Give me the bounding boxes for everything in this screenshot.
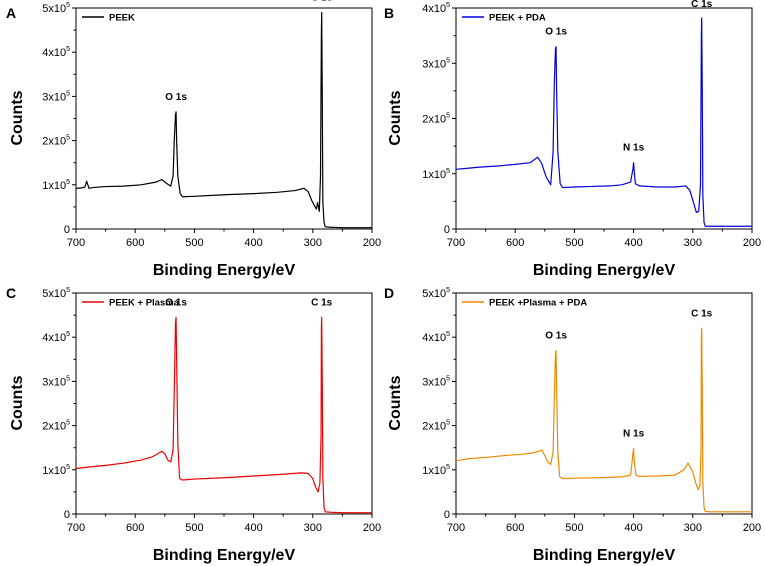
x-tick-label: 300 [684, 237, 702, 249]
chart-panel-a: A 700 600 500 400 300 200 0 1x105 2x105 3x105 4x105… [6, 0, 381, 279]
x-tick-label: 500 [185, 237, 203, 249]
y-tick-label: 2x105 [422, 420, 450, 433]
chart-panel-c: C 700 600 500 400 300 200 0 1x105 2x105 3x105 4x105… [6, 285, 381, 564]
x-tick-label: 700 [447, 237, 465, 249]
y-tick-label: 2x105 [42, 135, 70, 148]
panel-letter: C [6, 285, 16, 301]
legend-label: PEEK +Plasma + PDA [489, 298, 587, 309]
x-tick-label: 600 [126, 237, 144, 249]
x-tick-label: 400 [244, 522, 262, 534]
y-tick-label: 3x105 [42, 90, 70, 103]
y-axis-title: Counts [387, 375, 404, 430]
x-axis-title: Binding Energy/eV [153, 262, 296, 279]
x-axis-title: Binding Energy/eV [533, 547, 676, 564]
legend-label: PEEK + Plasma [109, 298, 180, 309]
legend-label: PEEK [109, 13, 135, 24]
spectrum-line [76, 316, 372, 514]
x-tick-label: 200 [743, 237, 761, 249]
peak-label: O 1s [545, 330, 567, 341]
y-tick-label: 5x105 [42, 2, 70, 15]
y-axis-title: Counts [9, 375, 26, 430]
plot-frame [75, 292, 373, 515]
peak-label: O 1s [545, 27, 567, 38]
y-tick-label: 4x105 [422, 331, 450, 344]
legend-label: PEEK + PDA [489, 13, 546, 24]
panel-letter: A [6, 5, 16, 21]
y-tick-label: 5x105 [42, 287, 70, 300]
x-tick-label: 400 [624, 522, 642, 534]
x-axis-title: Binding Energy/eV [533, 262, 676, 279]
x-tick-label: 500 [565, 522, 583, 534]
y-axis-title: Counts [9, 90, 26, 145]
y-tick-label: 2x105 [42, 420, 70, 433]
y-tick-label: 1x105 [422, 168, 450, 181]
y-tick-label: 4x105 [42, 331, 70, 344]
y-tick-label: 1x105 [422, 464, 450, 477]
peak-label: C 1s [691, 0, 713, 10]
peak-label: C 1s [311, 0, 333, 3]
peak-label: N 1s [623, 143, 645, 154]
x-tick-label: 700 [67, 237, 85, 249]
peak-label: O 1s [165, 92, 187, 103]
x-tick-label: 600 [126, 522, 144, 534]
peak-label: C 1s [691, 308, 713, 319]
y-tick-label: 5x105 [422, 287, 450, 300]
x-tick-label: 600 [506, 522, 524, 534]
x-tick-label: 500 [565, 237, 583, 249]
peak-label: C 1s [311, 297, 333, 308]
x-tick-label: 300 [304, 522, 322, 534]
y-tick-label: 1x105 [42, 179, 70, 192]
x-axis-title: Binding Energy/eV [153, 547, 296, 564]
y-tick-label: 0 [64, 509, 70, 521]
y-tick-label: 3x105 [422, 375, 450, 388]
x-tick-label: 200 [363, 522, 381, 534]
x-tick-label: 500 [185, 522, 203, 534]
spectrum-line [76, 11, 372, 229]
x-tick-label: 600 [506, 237, 524, 249]
peak-label: O 1s [165, 297, 187, 308]
peak-label: N 1s [623, 429, 645, 440]
x-tick-label: 300 [684, 522, 702, 534]
plot-frame [75, 7, 373, 230]
spectrum-line [456, 17, 752, 227]
panel-letter: B [384, 5, 394, 21]
y-tick-label: 0 [444, 224, 450, 236]
panel-letter: D [384, 285, 394, 301]
spectrum-line [456, 327, 752, 513]
y-tick-label: 0 [444, 509, 450, 521]
y-tick-label: 3x105 [422, 57, 450, 70]
y-tick-label: 0 [64, 224, 70, 236]
plot-frame [455, 292, 753, 515]
y-tick-label: 2x105 [422, 113, 450, 126]
x-tick-label: 200 [363, 237, 381, 249]
x-tick-label: 700 [447, 522, 465, 534]
x-tick-label: 400 [244, 237, 262, 249]
x-tick-label: 700 [67, 522, 85, 534]
y-tick-label: 3x105 [42, 375, 70, 388]
chart-panel-b: B 700 600 500 400 300 200 0 1x105 2x105 3x105 4x105… [384, 0, 761, 279]
y-tick-label: 1x105 [42, 464, 70, 477]
chart-panel-d: D 700 600 500 400 300 200 0 1x105 2x105 3x105 4x105… [384, 285, 761, 564]
x-tick-label: 200 [743, 522, 761, 534]
plot-frame [455, 7, 753, 230]
y-tick-label: 4x105 [422, 2, 450, 15]
y-tick-label: 4x105 [42, 46, 70, 59]
x-tick-label: 400 [624, 237, 642, 249]
y-axis-title: Counts [387, 90, 404, 145]
x-tick-label: 300 [304, 237, 322, 249]
